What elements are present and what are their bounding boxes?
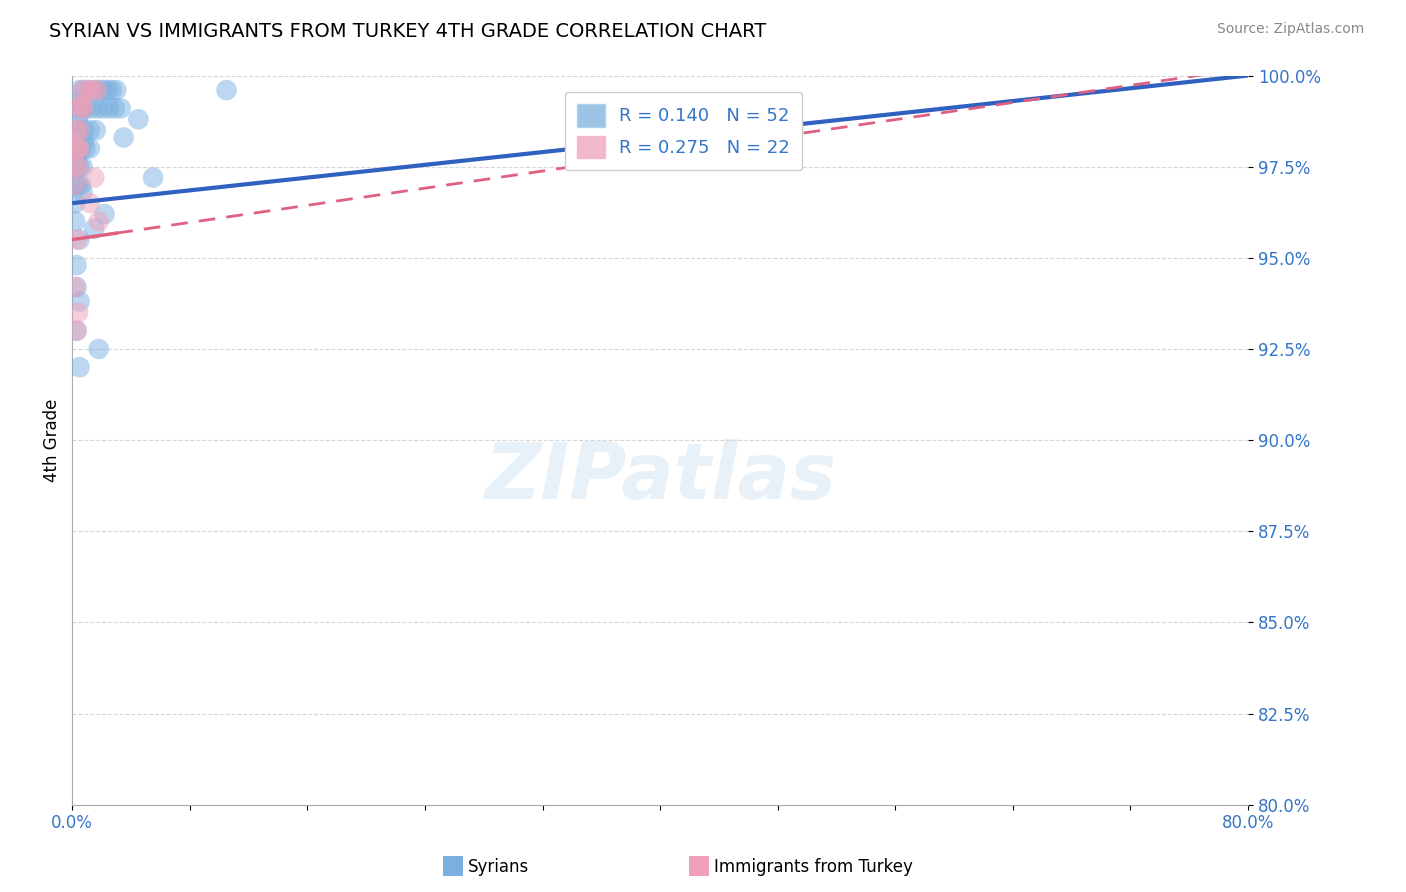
Point: [63, 178, 86, 192]
Text: ZIPatlas: ZIPatlas: [484, 439, 837, 515]
Point: [66, 233, 89, 247]
Point: [69, 360, 91, 375]
Point: [215, 83, 238, 97]
Point: [63, 178, 86, 192]
Point: [63, 94, 86, 108]
Point: [66, 153, 89, 167]
Point: [91, 83, 114, 97]
Y-axis label: 4th Grade: 4th Grade: [44, 399, 60, 482]
Point: [67, 116, 90, 130]
Point: [66, 280, 89, 294]
Text: Source: ZipAtlas.com: Source: ZipAtlas.com: [1216, 22, 1364, 37]
Point: [79, 196, 101, 211]
Point: [79, 141, 101, 155]
Point: [70, 105, 93, 120]
Point: [127, 112, 149, 127]
Point: [84, 123, 107, 137]
Point: [73, 123, 96, 137]
Point: [93, 207, 115, 221]
Point: [98, 101, 121, 115]
Point: [67, 178, 90, 192]
Point: [73, 83, 96, 97]
Point: [66, 324, 89, 338]
Point: [66, 141, 89, 155]
Point: [69, 160, 91, 174]
Point: [66, 258, 89, 272]
Point: [69, 233, 91, 247]
Point: [77, 83, 100, 97]
Point: [73, 134, 96, 148]
Point: [82, 83, 104, 97]
Point: [86, 83, 108, 97]
Point: [72, 160, 94, 174]
Point: [67, 160, 90, 174]
Point: [75, 141, 97, 155]
Point: [87, 342, 110, 356]
Text: Syrians: Syrians: [468, 858, 530, 876]
Point: [83, 221, 105, 235]
Point: [96, 83, 118, 97]
Point: [69, 101, 91, 115]
Text: Immigrants from Turkey: Immigrants from Turkey: [714, 858, 912, 876]
Point: [63, 160, 86, 174]
Point: [66, 141, 89, 155]
Point: [63, 280, 86, 294]
Point: [91, 101, 114, 115]
Point: [72, 83, 94, 97]
Point: [67, 305, 90, 319]
Point: [69, 101, 91, 115]
Point: [69, 141, 91, 155]
Point: [72, 185, 94, 199]
Point: [142, 170, 165, 185]
Point: [70, 178, 93, 192]
Point: [67, 141, 90, 155]
Point: [69, 123, 91, 137]
Point: [87, 83, 110, 97]
Point: [63, 214, 86, 228]
Point: [70, 141, 93, 155]
Point: [104, 101, 127, 115]
Point: [86, 101, 108, 115]
Legend: R = 0.140   N = 52, R = 0.275   N = 22: R = 0.140 N = 52, R = 0.275 N = 22: [565, 92, 803, 170]
Point: [83, 83, 105, 97]
Point: [105, 83, 128, 97]
Text: SYRIAN VS IMMIGRANTS FROM TURKEY 4TH GRADE CORRELATION CHART: SYRIAN VS IMMIGRANTS FROM TURKEY 4TH GRA…: [49, 22, 766, 41]
Point: [66, 160, 89, 174]
Point: [66, 324, 89, 338]
Point: [73, 101, 96, 115]
Point: [80, 101, 103, 115]
Point: [75, 101, 97, 115]
Point: [110, 101, 132, 115]
Point: [69, 294, 91, 309]
Point: [69, 83, 91, 97]
Point: [101, 83, 124, 97]
Point: [63, 196, 86, 211]
Point: [87, 214, 110, 228]
Point: [66, 123, 89, 137]
Point: [79, 123, 101, 137]
Point: [112, 130, 135, 145]
Point: [67, 123, 90, 137]
Point: [83, 170, 105, 185]
Point: [79, 83, 101, 97]
Point: [70, 97, 93, 112]
